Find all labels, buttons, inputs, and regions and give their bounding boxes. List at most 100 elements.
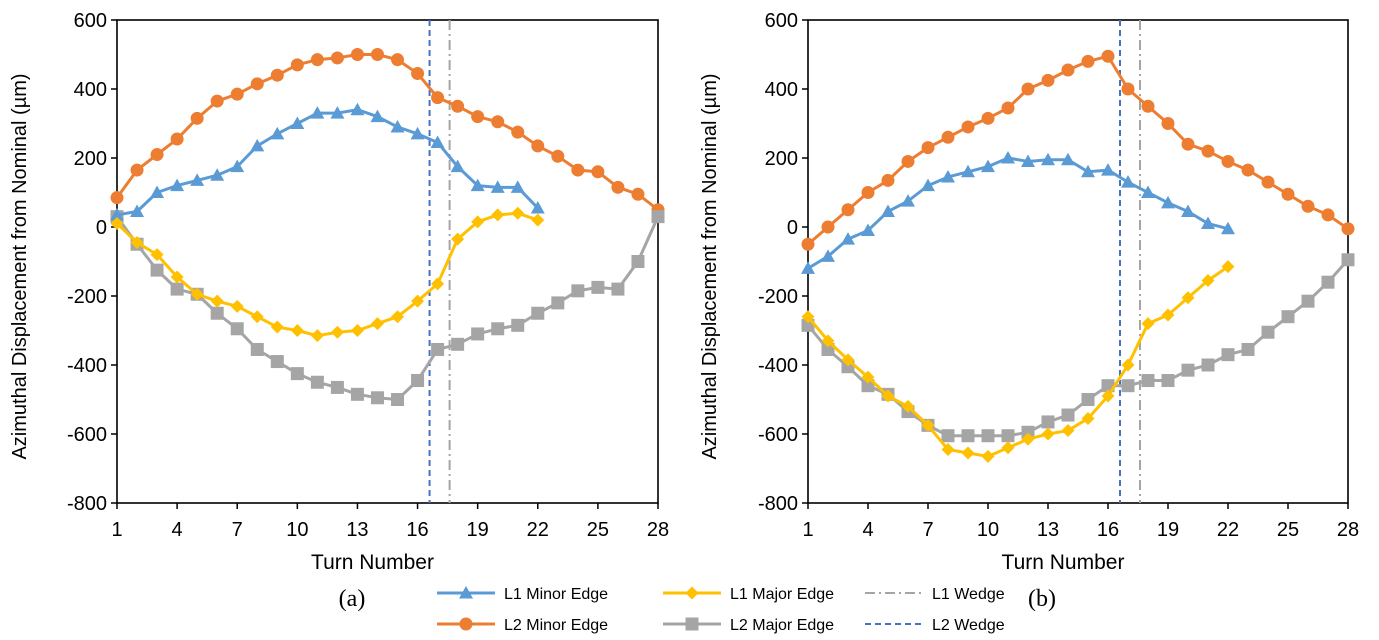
data-point — [1181, 291, 1195, 305]
x-tick-label: 7 — [232, 519, 243, 541]
data-point — [921, 178, 935, 192]
y-tick-label: 0 — [787, 217, 798, 239]
data-point — [1021, 425, 1035, 439]
series-l2-minor-edge — [110, 48, 665, 217]
data-point — [411, 66, 425, 80]
plot-area-frame — [116, 19, 659, 504]
data-point — [1021, 154, 1035, 167]
data-point — [511, 125, 525, 139]
data-point — [150, 263, 164, 277]
data-point — [921, 418, 935, 432]
data-point — [611, 282, 625, 296]
data-point — [841, 232, 855, 245]
data-point — [1221, 221, 1235, 235]
data-point — [170, 178, 185, 192]
data-point — [270, 126, 285, 140]
data-point — [531, 213, 545, 227]
data-point — [1201, 144, 1215, 158]
data-point — [551, 149, 565, 163]
x-tick-label: 16 — [1097, 519, 1119, 541]
data-point — [1081, 393, 1095, 406]
data-point — [370, 391, 384, 405]
data-point — [1041, 73, 1055, 87]
y-tick-label: 200 — [765, 148, 798, 170]
data-point — [591, 280, 605, 294]
data-point — [1241, 342, 1255, 356]
data-point — [411, 374, 425, 388]
data-point — [1001, 429, 1015, 443]
data-point — [230, 87, 244, 101]
data-point — [1001, 101, 1015, 115]
data-point — [821, 249, 835, 262]
data-point — [1061, 408, 1075, 422]
data-point — [531, 139, 545, 153]
series-line — [806, 265, 1229, 458]
data-point — [230, 159, 245, 173]
data-point — [1101, 49, 1115, 63]
data-point — [1201, 216, 1215, 230]
data-point — [961, 429, 975, 443]
data-point — [1281, 187, 1295, 201]
data-point — [1321, 275, 1335, 289]
data-point — [651, 210, 665, 224]
data-point — [1261, 175, 1275, 189]
series-line — [115, 53, 659, 211]
data-point — [961, 446, 975, 460]
data-point — [941, 130, 955, 144]
data-point — [981, 111, 995, 125]
data-point — [310, 106, 325, 119]
data-point — [110, 207, 124, 221]
series-l1-major-edge — [801, 260, 1235, 463]
data-point — [1121, 379, 1135, 393]
data-point — [801, 261, 815, 274]
series-l2-major-edge — [801, 253, 1355, 443]
data-point — [1161, 117, 1175, 130]
data-point — [881, 173, 895, 187]
legend-swatch-marker — [459, 586, 473, 599]
data-point — [981, 159, 995, 173]
series-l1-minor-edge — [801, 151, 1235, 274]
legend-label: L2 Wedge — [932, 617, 1005, 634]
x-tick-label: 19 — [467, 519, 489, 541]
data-point — [1241, 163, 1255, 177]
data-point — [350, 324, 364, 337]
data-point — [981, 429, 995, 443]
legend-label: L2 Major Edge — [730, 617, 834, 634]
legend-item-l2-minor-edge: L2 Minor Edge — [437, 617, 608, 634]
data-point — [1301, 294, 1315, 308]
data-point — [921, 141, 935, 155]
data-point — [801, 310, 815, 324]
chart-panel-b: -800 -600 -400 -200 0 200 400 600 1 4 7 10 13 16 19 22 2… — [699, 10, 1359, 612]
data-point — [190, 287, 204, 301]
data-point — [510, 180, 525, 193]
data-point — [370, 109, 385, 123]
legend-item-l1-minor-edge: L1 Minor Edge — [437, 586, 608, 603]
data-point — [821, 334, 835, 348]
data-point — [1141, 99, 1155, 113]
data-point — [210, 306, 224, 320]
data-point — [801, 237, 815, 251]
data-point — [1201, 358, 1215, 372]
x-tick-label: 13 — [346, 519, 368, 541]
data-point — [961, 120, 975, 134]
data-point — [110, 191, 124, 205]
data-point — [881, 389, 895, 403]
data-point — [1141, 374, 1155, 388]
series-line — [115, 215, 660, 401]
data-point — [861, 370, 875, 384]
data-point — [431, 91, 445, 105]
y-tick-label: 600 — [74, 10, 107, 32]
data-point — [471, 327, 485, 341]
data-point — [190, 111, 204, 125]
legend: L1 Minor Edge L1 Major Edge L1 Wedge L2 Min… — [437, 586, 1005, 634]
data-point — [1081, 411, 1095, 425]
data-point — [1021, 82, 1035, 96]
data-point — [290, 324, 304, 337]
data-point — [901, 399, 915, 413]
x-tick-label: 25 — [1277, 519, 1299, 541]
data-point — [290, 116, 305, 129]
data-point — [941, 429, 955, 443]
y-tick-label: 400 — [765, 79, 798, 101]
